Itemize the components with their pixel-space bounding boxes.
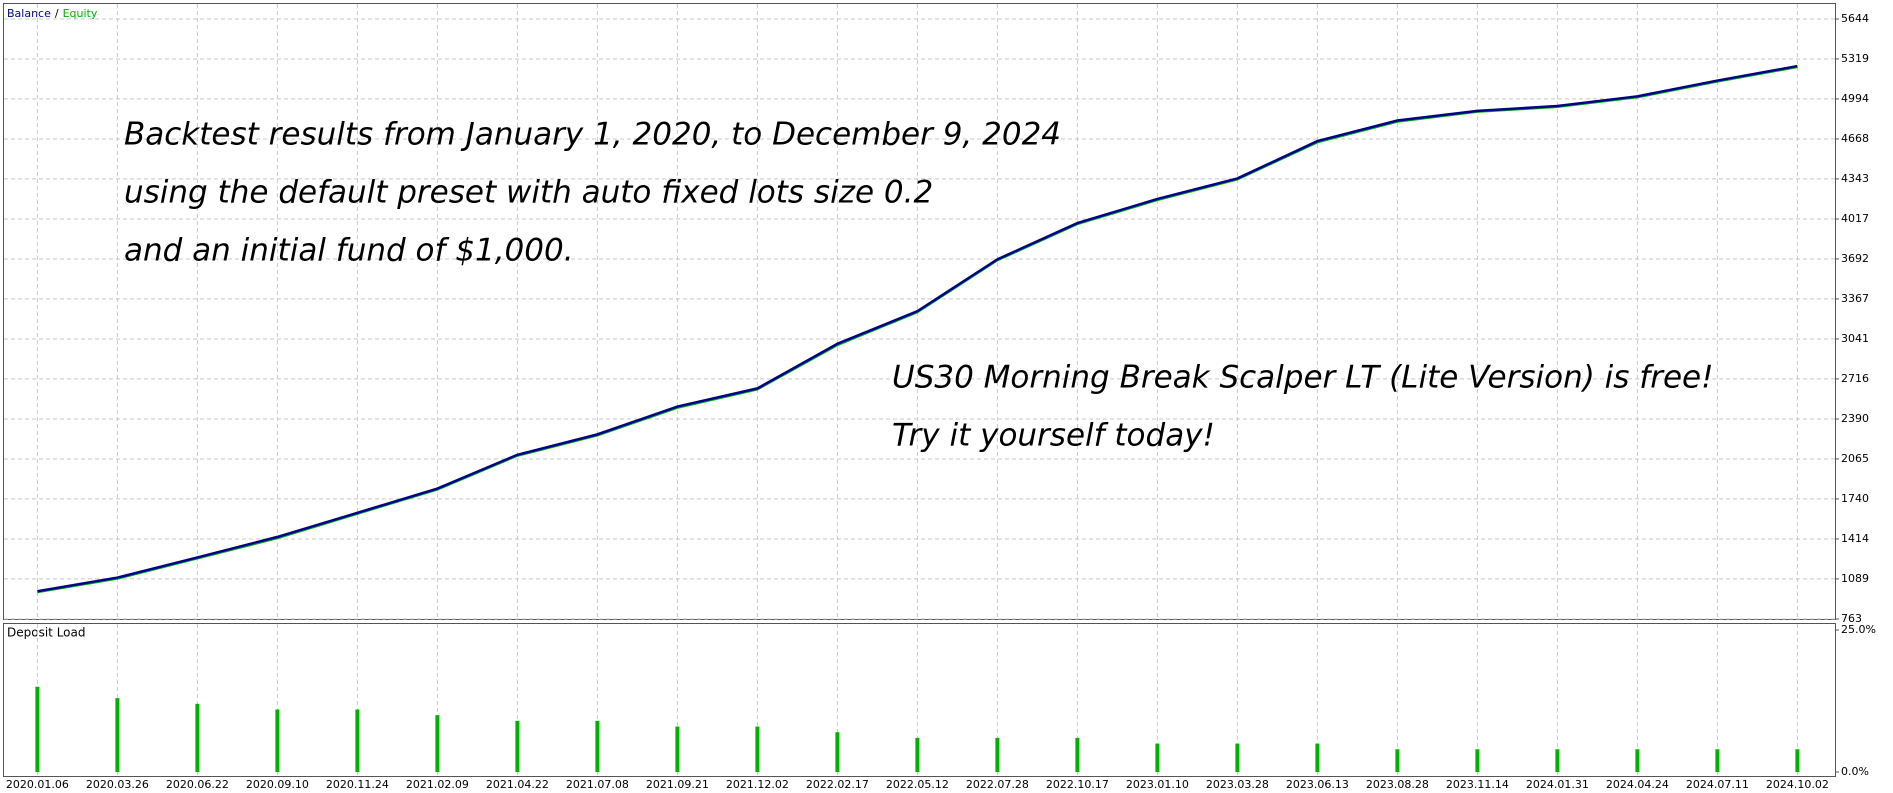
y-tick-label: 2065 bbox=[1841, 452, 1869, 465]
x-tick-label: 2023.08.28 bbox=[1366, 778, 1429, 791]
x-tick-label: 2023.01.10 bbox=[1126, 778, 1189, 791]
bar bbox=[675, 726, 680, 772]
y-tick-label: 763 bbox=[1841, 612, 1862, 625]
bar bbox=[1235, 743, 1240, 772]
x-tick-label: 2020.06.22 bbox=[166, 778, 229, 791]
bar bbox=[1395, 749, 1400, 772]
x-tick-label: 2021.07.08 bbox=[566, 778, 629, 791]
bar bbox=[1155, 743, 1160, 772]
bar bbox=[1475, 749, 1480, 772]
x-tick-label: 2021.02.09 bbox=[406, 778, 469, 791]
bar bbox=[515, 720, 520, 772]
y-tick-label: 1740 bbox=[1841, 492, 1869, 505]
y-tick-label: 4017 bbox=[1841, 212, 1869, 225]
bar bbox=[115, 698, 120, 772]
x-tick-label: 2021.09.21 bbox=[646, 778, 709, 791]
annotation: Try it yourself today! bbox=[892, 418, 1215, 454]
y-tick-label: 5319 bbox=[1841, 52, 1869, 65]
bar bbox=[1075, 737, 1080, 772]
load-panel bbox=[3, 623, 1836, 777]
x-tick-label: 2022.10.17 bbox=[1046, 778, 1109, 791]
x-tick-label: 2021.12.02 bbox=[726, 778, 789, 791]
y-tick-label: 2716 bbox=[1841, 372, 1869, 385]
y-tick-label: 4343 bbox=[1841, 172, 1869, 185]
bar bbox=[995, 737, 1000, 772]
x-tick-label: 2020.11.24 bbox=[326, 778, 389, 791]
y-tick-label: 25.0% bbox=[1841, 623, 1876, 636]
x-tick-label: 2024.10.02 bbox=[1766, 778, 1829, 791]
y-tick-label: 1089 bbox=[1841, 572, 1869, 585]
annotation: US30 Morning Break Scalper LT (Lite Vers… bbox=[892, 360, 1714, 396]
annotation: Backtest results from January 1, 2020, t… bbox=[124, 117, 1061, 153]
x-tick-label: 2024.04.24 bbox=[1606, 778, 1669, 791]
x-tick-label: 2022.02.17 bbox=[806, 778, 869, 791]
bar bbox=[755, 726, 760, 772]
y-tick-label: 1414 bbox=[1841, 532, 1869, 545]
bar bbox=[1715, 749, 1720, 772]
x-tick-label: 2023.06.13 bbox=[1286, 778, 1349, 791]
y-tick-label: 4668 bbox=[1841, 132, 1869, 145]
x-tick-label: 2020.01.06 bbox=[6, 778, 69, 791]
annotation: and an initial fund of $1,000. bbox=[124, 233, 574, 269]
bar bbox=[355, 709, 360, 772]
bar bbox=[1635, 749, 1640, 772]
y-tick-label: 4994 bbox=[1841, 92, 1869, 105]
x-tick-label: 2024.01.31 bbox=[1526, 778, 1589, 791]
bar bbox=[1315, 743, 1320, 772]
x-tick-label: 2023.03.28 bbox=[1206, 778, 1269, 791]
x-tick-label: 2023.11.14 bbox=[1446, 778, 1509, 791]
x-tick-label: 2022.07.28 bbox=[966, 778, 1029, 791]
y-tick-label: 3692 bbox=[1841, 252, 1869, 265]
x-tick-label: 2022.05.12 bbox=[886, 778, 949, 791]
bar bbox=[595, 720, 600, 772]
annotation: using the default preset with auto fixed… bbox=[124, 175, 933, 211]
y-tick-label: 3041 bbox=[1841, 332, 1869, 345]
bar bbox=[275, 709, 280, 772]
bar bbox=[1795, 749, 1800, 772]
bar bbox=[35, 686, 40, 772]
bar bbox=[915, 737, 920, 772]
x-tick-label: 2020.09.10 bbox=[246, 778, 309, 791]
legend-equity: Equity bbox=[63, 7, 98, 20]
bar bbox=[1555, 749, 1560, 772]
bar bbox=[435, 715, 440, 772]
legend-balance: Balance bbox=[7, 7, 51, 20]
bar bbox=[195, 703, 200, 772]
x-tick-label: 2020.03.26 bbox=[86, 778, 149, 791]
x-tick-label: 2021.04.22 bbox=[486, 778, 549, 791]
y-tick-label: 2390 bbox=[1841, 412, 1869, 425]
bar bbox=[835, 732, 840, 772]
y-tick-label: 5644 bbox=[1841, 12, 1869, 25]
y-tick-label: 3367 bbox=[1841, 292, 1869, 305]
series-line bbox=[37, 64, 1798, 593]
y-tick-label: 0.0% bbox=[1841, 765, 1869, 778]
x-tick-label: 2024.07.11 bbox=[1686, 778, 1749, 791]
load-title: Deposit Load bbox=[7, 626, 85, 640]
legend-separator: / bbox=[55, 7, 59, 20]
